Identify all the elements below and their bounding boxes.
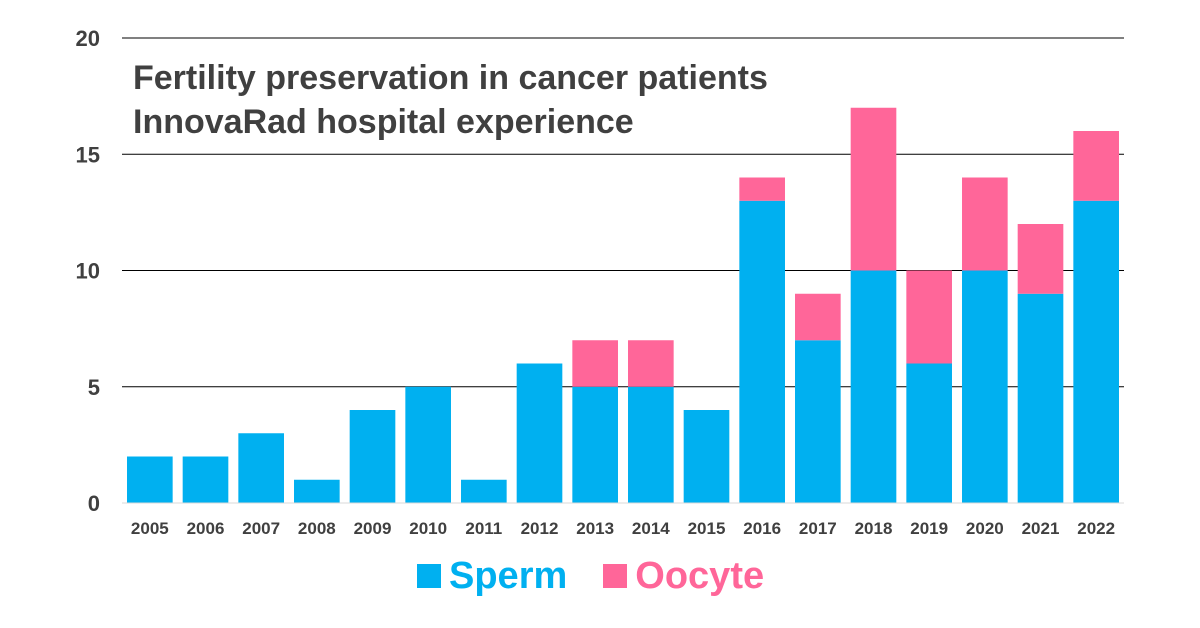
bar-sperm <box>238 433 284 503</box>
bar-sperm <box>850 270 897 503</box>
chart-title-line-2: InnovaRad hospital experience <box>133 103 634 141</box>
y-tick-label: 5 <box>88 375 100 400</box>
bar-oocyte <box>850 107 897 271</box>
bar-sperm <box>739 200 785 503</box>
x-tick-label: 2015 <box>688 519 726 538</box>
legend-label-oocyte: Oocyte <box>635 554 765 597</box>
legend: Sperm Oocyte <box>417 552 800 600</box>
bar-sperm <box>795 340 841 503</box>
chart-title: Fertility preservation in cancer patient… <box>133 56 768 144</box>
legend-swatch-sperm <box>417 564 441 588</box>
x-tick-label: 2011 <box>465 519 502 538</box>
x-tick-label: 2019 <box>910 519 948 538</box>
bar-sperm <box>405 386 451 503</box>
x-tick-label: 2016 <box>743 519 781 538</box>
x-tick-label: 2022 <box>1077 519 1115 538</box>
x-tick-label: 2017 <box>799 519 837 538</box>
bar-sperm <box>906 363 952 503</box>
x-tick-label: 2020 <box>966 519 1004 538</box>
bar-oocyte <box>1073 131 1119 201</box>
bar-sperm <box>1073 200 1119 503</box>
bar-sperm <box>683 410 730 503</box>
legend-swatch-oocyte <box>603 564 628 588</box>
x-tick-label: 2007 <box>242 519 280 538</box>
gridlines <box>122 37 1124 388</box>
bars <box>127 107 1119 503</box>
legend-label-sperm: Sperm <box>449 554 568 597</box>
x-tick-label: 2006 <box>187 519 225 538</box>
x-tick-label: 2010 <box>409 519 447 538</box>
bar-oocyte <box>962 177 1008 271</box>
y-tick-label: 20 <box>76 26 100 51</box>
y-tick-label: 10 <box>76 259 100 284</box>
x-tick-label: 2009 <box>354 519 392 538</box>
bar-sperm <box>182 456 229 503</box>
bar-oocyte <box>572 340 618 387</box>
bar-oocyte <box>795 293 841 341</box>
bar-sperm <box>962 270 1008 503</box>
y-tick-label: 15 <box>76 142 100 167</box>
bar-sperm <box>461 479 507 503</box>
bar-sperm <box>127 456 173 503</box>
legend-item-sperm: Sperm <box>417 555 567 598</box>
x-tick-label: 2012 <box>521 519 559 538</box>
chart-title-line-1: Fertility preservation in cancer patient… <box>133 59 768 97</box>
y-tick-label: 0 <box>88 491 100 516</box>
bar-oocyte <box>906 270 952 364</box>
x-tick-label: 2008 <box>298 519 336 538</box>
x-tick-label: 2013 <box>576 519 614 538</box>
bar-sperm <box>628 386 674 503</box>
x-tick-label: 2014 <box>632 519 670 538</box>
y-tick-labels: 0 5 10 15 20 <box>76 26 100 516</box>
bar-sperm <box>516 363 563 503</box>
bar-oocyte <box>739 177 785 201</box>
bar-sperm <box>294 479 340 503</box>
bar-sperm <box>1017 293 1064 503</box>
x-tick-label: 2021 <box>1022 519 1060 538</box>
x-tick-label: 2018 <box>855 519 893 538</box>
x-tick-label: 2005 <box>131 519 169 538</box>
x-tick-labels: 2005 2006 2007 2008 2009 2010 2011 2012 2013 2014… <box>131 519 1115 538</box>
bar-sperm <box>572 386 618 503</box>
bar-oocyte <box>1017 224 1064 294</box>
bar-oocyte <box>628 340 674 387</box>
bar-sperm <box>349 410 396 503</box>
legend-item-oocyte: Oocyte <box>603 555 764 598</box>
